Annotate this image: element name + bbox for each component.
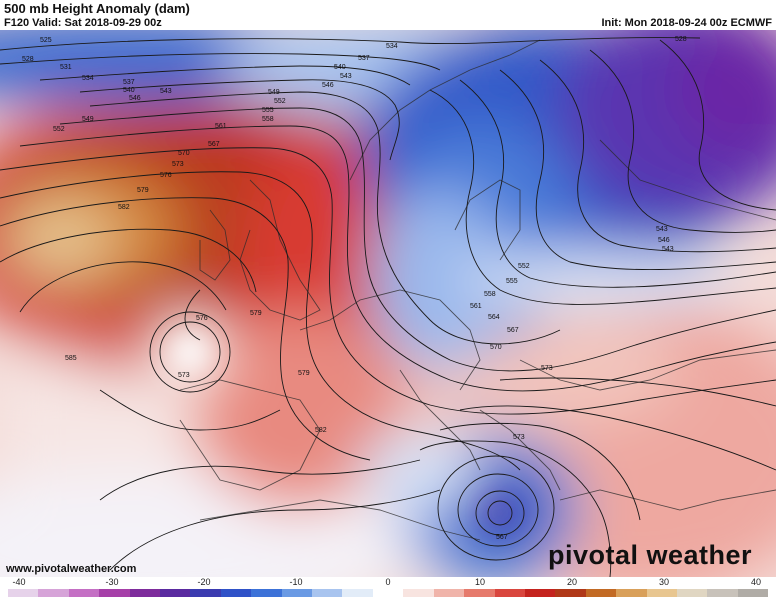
colorbar-tick: -20 xyxy=(197,577,211,587)
colorbar-swatch xyxy=(707,589,738,597)
contour-label: 570 xyxy=(178,150,190,157)
contour-label: 555 xyxy=(262,107,274,114)
colorbar-swatch xyxy=(129,589,161,597)
contour-label: 543 xyxy=(340,73,352,80)
colorbar-tick: 0 xyxy=(385,577,391,587)
colorbar-swatch xyxy=(646,589,677,597)
colorbar-swatch xyxy=(251,589,282,597)
contour-label: 564 xyxy=(488,314,500,321)
colorbar-swatch xyxy=(160,589,191,597)
colorbar-labels: -40 -30 -20 -10 0 10 20 30 40 xyxy=(0,577,776,589)
colorbar-tick: 20 xyxy=(566,577,578,587)
colorbar-strip xyxy=(8,589,769,597)
contour-label: 543 xyxy=(662,246,674,253)
height-contours xyxy=(0,37,776,577)
contour-label: 570 xyxy=(490,344,502,351)
contour-label: 561 xyxy=(470,303,482,310)
contour-label: 546 xyxy=(658,237,670,244)
colorbar-swatch xyxy=(616,589,647,597)
contour-label: 567 xyxy=(208,141,220,148)
contour-label: 582 xyxy=(315,427,327,434)
anomaly-shading xyxy=(0,30,776,577)
contour-label: 555 xyxy=(506,278,518,285)
valid-time: F120 Valid: Sat 2018-09-29 00z xyxy=(4,17,162,29)
contour-label: 552 xyxy=(53,126,65,133)
colorbar-swatch xyxy=(38,589,69,597)
colorbar-swatch xyxy=(737,589,769,597)
contour-label: 531 xyxy=(60,64,72,71)
contour-label: 528 xyxy=(675,36,687,43)
source-url[interactable]: www.pivotalweather.com xyxy=(6,563,137,575)
colorbar-tick: -10 xyxy=(289,577,303,587)
colorbar-swatch xyxy=(220,589,252,597)
colorbar-swatch xyxy=(342,589,373,597)
coastlines xyxy=(179,39,776,541)
contour-label: 540 xyxy=(334,64,346,71)
colorbar-swatch xyxy=(99,589,130,597)
contour-label: 546 xyxy=(322,82,334,89)
contour-label: 576 xyxy=(160,172,172,179)
colorbar-tick: 10 xyxy=(474,577,486,587)
contour-label: 546 xyxy=(129,95,141,102)
colorbar-swatch xyxy=(524,589,556,597)
contour-label: 573 xyxy=(178,372,190,379)
colorbar: -40 -30 -20 -10 0 10 20 30 40 xyxy=(0,577,776,600)
colorbar-swatch xyxy=(403,589,434,597)
colorbar-swatch xyxy=(494,589,525,597)
colorbar-swatch xyxy=(676,589,708,597)
colorbar-tick: -30 xyxy=(105,577,119,587)
contour-label: 537 xyxy=(123,79,135,86)
contour-label: 579 xyxy=(250,310,262,317)
contour-label: 528 xyxy=(22,56,34,63)
contour-label: 579 xyxy=(298,370,310,377)
contour-label: 540 xyxy=(123,87,135,94)
contour-label: 573 xyxy=(513,434,525,441)
colorbar-tick: 30 xyxy=(658,577,670,587)
contour-label: 582 xyxy=(118,204,130,211)
contour-label: 558 xyxy=(484,291,496,298)
colorbar-swatch xyxy=(585,589,617,597)
contour-label: 534 xyxy=(386,43,398,50)
contour-label: 549 xyxy=(268,89,280,96)
contour-label: 579 xyxy=(137,187,149,194)
brand-logo: pivotal weather xyxy=(548,540,753,570)
map-header: 500 mb Height Anomaly (dam) F120 Valid: … xyxy=(0,0,776,30)
colorbar-swatch xyxy=(8,589,39,597)
contour-label: 567 xyxy=(507,327,519,334)
contour-label: 552 xyxy=(274,98,286,105)
colorbar-swatch xyxy=(555,589,586,597)
contour-label: 552 xyxy=(518,263,530,270)
contour-label: 549 xyxy=(82,116,94,123)
colorbar-swatch xyxy=(464,589,495,597)
contour-label: 543 xyxy=(160,88,172,95)
colorbar-swatch xyxy=(68,589,100,597)
contour-label: 525 xyxy=(40,37,52,44)
contour-labels: 525 528 531 534 537 540 543 546 549 552 … xyxy=(22,36,687,541)
colorbar-tick: -40 xyxy=(12,577,26,587)
contour-label: 573 xyxy=(541,365,553,372)
contour-label: 576 xyxy=(196,315,208,322)
contour-label: 585 xyxy=(65,355,77,362)
contour-label: 558 xyxy=(262,116,274,123)
contour-label: 543 xyxy=(656,226,668,233)
contour-label: 567 xyxy=(496,534,508,541)
colorbar-tick: 40 xyxy=(750,577,762,587)
colorbar-swatch xyxy=(190,589,221,597)
colorbar-swatch xyxy=(372,589,404,597)
colorbar-swatch xyxy=(433,589,465,597)
contour-label: 573 xyxy=(172,161,184,168)
map-title: 500 mb Height Anomaly (dam) xyxy=(4,1,190,16)
height-anomaly-map[interactable]: 525 528 531 534 537 540 543 546 549 552 … xyxy=(0,30,776,577)
init-time: Init: Mon 2018-09-24 00z ECMWF xyxy=(601,17,772,29)
colorbar-swatch xyxy=(312,589,343,597)
colorbar-swatch xyxy=(281,589,313,597)
contour-label: 561 xyxy=(215,123,227,130)
contour-label: 534 xyxy=(82,75,94,82)
contour-label: 537 xyxy=(358,55,370,62)
